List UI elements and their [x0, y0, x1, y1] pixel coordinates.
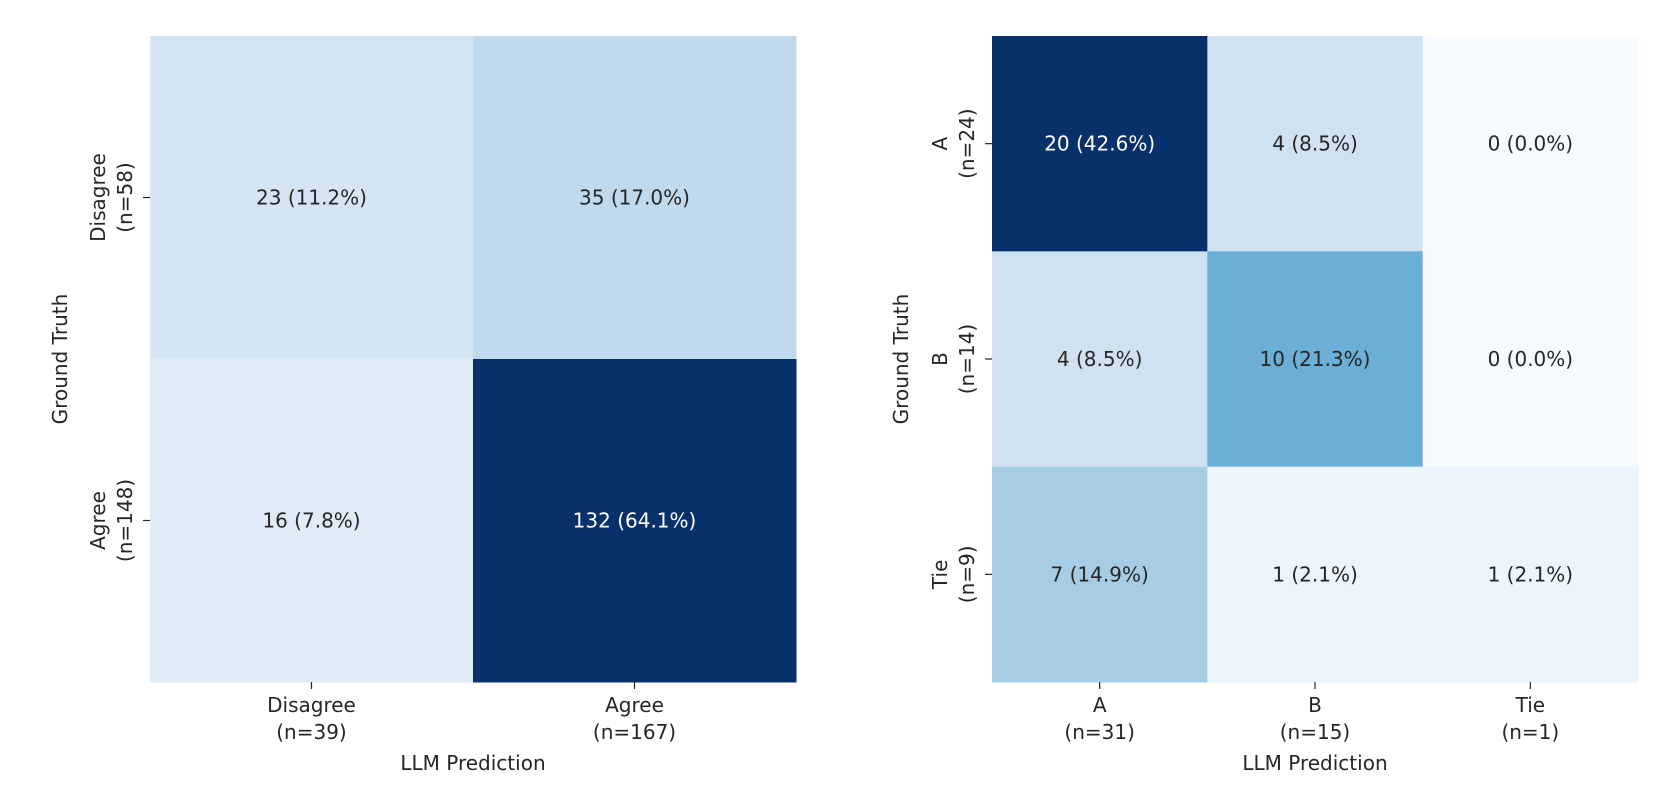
cell-annotation-r1-c1: 132 (64.1%): [573, 509, 697, 533]
heatmap-cell-r2-c2: [1422, 466, 1639, 683]
cell-annotation-r1-c0: 4 (8.5%): [1057, 347, 1143, 371]
y-axis-label: Ground Truth: [889, 294, 913, 425]
x-tick-label-1: B (n=15): [1280, 693, 1351, 744]
cell-annotation-r2-c1: 1 (2.1%): [1272, 562, 1358, 586]
heatmap-cell-r1-c2: [1422, 251, 1639, 468]
y-tick-label-1: Agree (n=148): [86, 479, 137, 562]
heatmap-cell-r1-c1: [1207, 251, 1424, 468]
y-tick-label-0: Disagree (n=58): [86, 153, 137, 242]
heatmap-cell-r0-c0: [992, 36, 1208, 252]
heatmap-panel-binary: 23 (11.2%) 35 (17.0%) 16 (7.8%) 132 (64.1%)…: [48, 36, 797, 775]
heatmap-cell-r2-c1: [1207, 466, 1424, 683]
heatmap-cell-r2-c0: [992, 466, 1208, 683]
y-tick-label-2: Tie (n=9): [928, 545, 979, 603]
heatmap-cell-r0-c0: [150, 36, 474, 360]
heatmap-cell-r1-c0: [992, 251, 1208, 468]
x-axis-label: LLM Prediction: [1242, 751, 1387, 775]
cell-annotation-r2-c0: 7 (14.9%): [1051, 562, 1149, 586]
x-tick-label-1: Agree (n=167): [593, 693, 676, 744]
cell-annotation-r0-c1: 35 (17.0%): [579, 186, 690, 210]
x-tick-label-0: A (n=31): [1064, 693, 1135, 744]
heatmap-cell-r1-c1: [473, 359, 797, 683]
heatmap-panel-three-way: 20 (42.6%) 4 (8.5%) 0 (0.0%) 4 (8.5%) 10 (21…: [889, 36, 1639, 775]
x-tick-label-2: Tie (n=1): [1501, 693, 1559, 744]
x-axis-label: LLM Prediction: [400, 751, 545, 775]
heatmap-cell-r0-c1: [473, 36, 797, 360]
y-tick-label-0: A (n=24): [928, 108, 979, 179]
cell-annotation-r1-c1: 10 (21.3%): [1260, 347, 1371, 371]
heatmap-cell-r0-c2: [1422, 36, 1639, 252]
heatmap-cell-r0-c1: [1207, 36, 1424, 252]
heatmap-cell-r1-c0: [150, 359, 474, 683]
x-tick-label-0: Disagree (n=39): [267, 693, 356, 744]
cell-annotation-r2-c2: 1 (2.1%): [1488, 562, 1574, 586]
cell-annotation-r1-c2: 0 (0.0%): [1488, 347, 1574, 371]
cell-annotation-r0-c2: 0 (0.0%): [1488, 132, 1574, 156]
cell-annotation-r0-c1: 4 (8.5%): [1272, 132, 1358, 156]
cell-annotation-r1-c0: 16 (7.8%): [262, 509, 360, 533]
y-tick-label-1: B (n=14): [928, 324, 979, 395]
cell-annotation-r0-c0: 23 (11.2%): [256, 186, 367, 210]
cell-annotation-r0-c0: 20 (42.6%): [1044, 132, 1155, 156]
y-axis-label: Ground Truth: [48, 294, 72, 425]
